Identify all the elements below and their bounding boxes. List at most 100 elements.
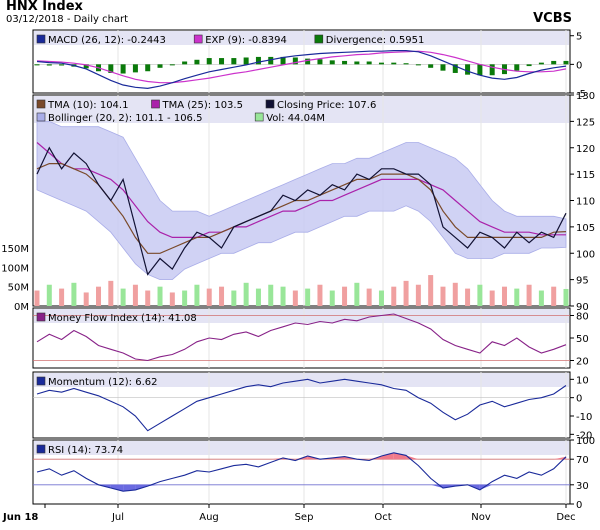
volume-bar bbox=[231, 290, 237, 306]
rsi-oversold-fill bbox=[110, 484, 124, 492]
legend-band-1 bbox=[34, 96, 569, 123]
legend-label: Momentum (12): 6.62 bbox=[48, 377, 158, 388]
y-tick-label: 5 bbox=[576, 32, 582, 43]
legend-swatch bbox=[254, 112, 264, 122]
x-month-label: Jun 18 bbox=[2, 512, 38, 523]
y-tick-label: 30 bbox=[576, 481, 589, 492]
y-tick-label: 0 bbox=[576, 394, 582, 405]
volume-bar bbox=[157, 286, 163, 306]
volume-bar bbox=[132, 284, 138, 306]
rsi-overbought-fill bbox=[553, 456, 566, 460]
volume-bar bbox=[477, 284, 483, 306]
volume-bar bbox=[354, 282, 360, 306]
tma25-line bbox=[36, 142, 566, 238]
volume-tick-label: 50M bbox=[8, 283, 29, 294]
legend-swatch bbox=[265, 99, 275, 109]
divergence-bar bbox=[354, 61, 360, 65]
divergence-bar bbox=[268, 56, 274, 65]
y-tick-label: 20 bbox=[576, 357, 589, 368]
closing-price-line bbox=[36, 146, 567, 276]
legend-band-0 bbox=[34, 31, 569, 45]
legend-label: EXP (9): -0.8394 bbox=[205, 35, 287, 46]
divergence-bar bbox=[305, 58, 311, 65]
tma10-line bbox=[36, 163, 567, 254]
divergence-bar bbox=[563, 60, 569, 65]
x-month-label: Aug bbox=[199, 512, 219, 523]
volume-bar bbox=[206, 288, 212, 306]
volume-bar bbox=[34, 290, 40, 306]
divergence-bar bbox=[255, 56, 261, 65]
y-tick-label: 105 bbox=[576, 223, 595, 234]
y-tick-label: -5 bbox=[576, 89, 586, 100]
volume-bar bbox=[403, 280, 409, 306]
divergence-bar bbox=[83, 64, 89, 69]
volume-bar bbox=[440, 286, 446, 306]
volume-bar bbox=[71, 282, 77, 306]
divergence-bar bbox=[145, 64, 151, 72]
volume-bar bbox=[243, 282, 249, 306]
rsi-overbought-fill bbox=[393, 452, 407, 460]
legend-swatch bbox=[193, 34, 203, 44]
y-tick-label: 115 bbox=[576, 170, 595, 181]
legend-swatch bbox=[36, 112, 46, 122]
y-tick-label: 125 bbox=[576, 117, 595, 128]
volume-bar bbox=[526, 284, 532, 306]
legend-band-4 bbox=[34, 441, 569, 455]
volume-bar bbox=[182, 290, 188, 306]
volume-bar bbox=[120, 288, 126, 306]
divergence-bar bbox=[452, 64, 458, 73]
y-tick-label: 90 bbox=[576, 302, 589, 313]
legend-swatch bbox=[36, 312, 46, 322]
divergence-bar bbox=[526, 64, 532, 67]
volume-bar bbox=[46, 284, 52, 306]
y-tick-label: 120 bbox=[576, 144, 595, 155]
volume-bar bbox=[501, 286, 507, 306]
legend-swatch bbox=[36, 376, 46, 386]
volume-bar bbox=[538, 290, 544, 306]
x-month-label: Nov bbox=[471, 512, 491, 523]
y-tick-label: -10 bbox=[576, 412, 592, 423]
y-tick-label: 80 bbox=[576, 312, 589, 323]
legend-swatch bbox=[36, 34, 46, 44]
volume-bar bbox=[489, 290, 495, 306]
volume-bar bbox=[305, 288, 311, 306]
y-tick-label: 100 bbox=[576, 249, 595, 260]
divergence-bar bbox=[477, 64, 483, 76]
volume-bar bbox=[415, 284, 421, 306]
divergence-bar bbox=[219, 58, 225, 65]
legend-label: Bollinger (20, 2): 101.1 - 106.5 bbox=[48, 113, 202, 124]
y-tick-label: 70 bbox=[576, 455, 589, 466]
chart-subtitle: 03/12/2018 - Daily chart bbox=[6, 14, 129, 25]
y-tick-label: 10 bbox=[576, 375, 589, 386]
legend-label: Money Flow Index (14): 41.08 bbox=[48, 313, 197, 324]
symbol-label: VCBS bbox=[533, 11, 572, 26]
volume-bar bbox=[194, 284, 200, 306]
rsi-line bbox=[36, 452, 567, 492]
y-tick-label: -20 bbox=[576, 430, 592, 441]
volume-bar bbox=[329, 290, 335, 306]
divergence-bar bbox=[329, 60, 335, 65]
volume-bar bbox=[428, 275, 434, 306]
divergence-bar bbox=[34, 64, 40, 66]
divergence-bar bbox=[157, 64, 163, 68]
legend-swatch bbox=[36, 99, 46, 109]
volume-bar bbox=[465, 288, 471, 306]
rsi-overbought-fill bbox=[381, 452, 394, 460]
volume-bar bbox=[514, 288, 520, 306]
divergence-bar bbox=[489, 64, 495, 76]
legend-swatch bbox=[314, 34, 324, 44]
volume-bar bbox=[280, 286, 286, 306]
divergence-bar bbox=[194, 59, 200, 65]
rsi-overbought-fill bbox=[369, 456, 382, 460]
volume-bar bbox=[108, 280, 114, 306]
volume-bar bbox=[366, 288, 372, 306]
legend-band-2 bbox=[34, 309, 569, 323]
volume-bar bbox=[391, 286, 397, 306]
y-tick-label: 100 bbox=[576, 436, 595, 447]
y-tick-label: 50 bbox=[576, 334, 589, 345]
rsi-overbought-fill bbox=[295, 456, 308, 460]
volume-bar bbox=[145, 290, 151, 306]
legend-swatch bbox=[151, 99, 160, 109]
